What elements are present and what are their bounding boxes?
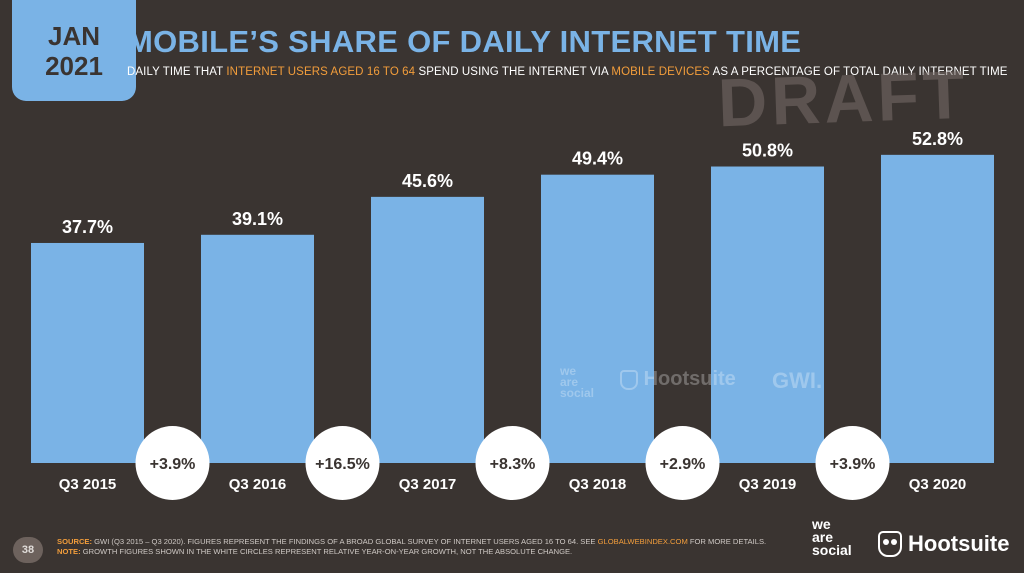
page-title: MOBILE’S SHARE OF DAILY INTERNET TIME xyxy=(127,24,802,59)
wearesocial-logo: we are social xyxy=(812,516,852,558)
bar-chart: 37.7% Q3 2015 39.1% Q3 2016 45.6% Q3 2017 49.4… xyxy=(31,129,994,500)
note-line: NOTE: GROWTH FIGURES SHOWN IN THE WHITE … xyxy=(57,547,802,557)
growth-circle xyxy=(135,426,210,500)
value-label: 37.7% xyxy=(62,217,113,237)
bar xyxy=(711,166,824,463)
category-label: Q3 2018 xyxy=(569,476,627,493)
note-label: NOTE: xyxy=(57,547,81,556)
owl-icon xyxy=(620,369,638,390)
date-month: JAN xyxy=(47,20,100,51)
logo-line: we xyxy=(812,516,831,532)
hootsuite-watermark: Hootsuite xyxy=(620,368,736,391)
growth-circle xyxy=(815,426,890,500)
subtitle-part: MOBILE DEVICES xyxy=(611,66,710,78)
logo-line: social xyxy=(812,542,852,558)
watermark-line: social xyxy=(560,386,595,400)
category-label: Q3 2017 xyxy=(399,476,457,493)
value-label: 50.8% xyxy=(742,141,793,161)
bar xyxy=(201,234,314,463)
source-text: GWI (Q3 2015 – Q3 2020). FIGURES REPRESE… xyxy=(92,537,598,546)
logo-line: are xyxy=(812,529,834,545)
category-label: Q3 2015 xyxy=(59,476,117,493)
growth-label: +2.9% xyxy=(660,456,706,473)
subtitle-part: SPEND USING THE INTERNET VIA xyxy=(415,66,612,78)
growth-label: +16.5% xyxy=(315,456,370,473)
category-label: Q3 2016 xyxy=(229,476,287,493)
growth-label: +3.9% xyxy=(830,456,876,473)
category-label: Q3 2019 xyxy=(739,476,797,493)
page-number: 38 xyxy=(13,537,43,563)
source-link[interactable]: GLOBALWEBINDEX.COM xyxy=(597,537,688,546)
bar xyxy=(541,174,654,463)
bar xyxy=(371,196,484,463)
value-label: 49.4% xyxy=(572,149,623,169)
date-year: 2021 xyxy=(45,50,103,81)
wearesocial-watermark: we are social xyxy=(560,364,595,400)
source-line: SOURCE: GWI (Q3 2015 – Q3 2020). FIGURES… xyxy=(57,537,802,547)
growth-circle xyxy=(305,426,380,500)
subtitle-part: INTERNET USERS AGED 16 TO 64 xyxy=(226,66,416,78)
subtitle-part: AS A PERCENTAGE OF TOTAL DAILY INTERNET … xyxy=(709,66,1008,78)
bar xyxy=(31,242,144,463)
value-label: 52.8% xyxy=(912,129,963,149)
note-text: GROWTH FIGURES SHOWN IN THE WHITE CIRCLE… xyxy=(80,547,573,556)
bar xyxy=(881,154,994,463)
source-tail: FOR MORE DETAILS. xyxy=(687,537,767,546)
growth-circle xyxy=(645,426,720,500)
growth-label: +8.3% xyxy=(490,456,536,473)
page-subtitle: DAILY TIME THAT INTERNET USERS AGED 16 T… xyxy=(127,66,1008,78)
value-label: 39.1% xyxy=(232,209,283,229)
value-label: 45.6% xyxy=(402,171,453,191)
hootsuite-label: Hootsuite xyxy=(908,531,1010,556)
footer-notes: SOURCE: GWI (Q3 2015 – Q3 2020). FIGURES… xyxy=(57,537,802,557)
source-label: SOURCE: xyxy=(57,537,93,546)
hootsuite-logo: Hootsuite xyxy=(878,531,1009,557)
growth-circle xyxy=(475,426,550,500)
growth-label: +3.9% xyxy=(150,456,196,473)
watermark-line: are xyxy=(560,375,579,389)
gwi-watermark: GWI. xyxy=(772,368,823,393)
watermark-label: Hootsuite xyxy=(643,368,736,390)
subtitle-part: DAILY TIME THAT xyxy=(127,66,227,78)
category-label: Q3 2020 xyxy=(909,476,967,493)
date-badge: JAN 2021 xyxy=(12,0,136,101)
owl-icon xyxy=(878,531,902,557)
watermark-line: we xyxy=(560,364,577,378)
